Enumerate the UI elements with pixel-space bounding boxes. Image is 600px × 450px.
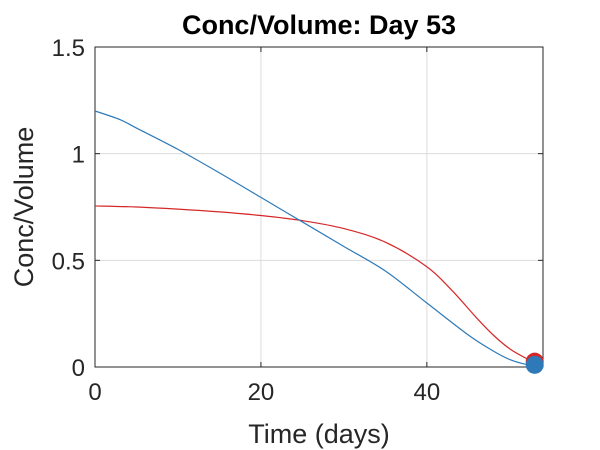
y-tick-label: 0.5 <box>52 248 85 275</box>
plot-area-frame <box>94 46 544 368</box>
x-tick-label: 40 <box>414 379 441 406</box>
x-tick-label: 0 <box>88 379 101 406</box>
tick-label-layer: 0 20 40 0 0.5 1 1.5 <box>52 35 441 406</box>
y-tick-label: 0 <box>72 355 85 382</box>
grid-layer <box>94 46 543 368</box>
series-line-2 <box>94 110 535 366</box>
series-layer <box>94 110 535 366</box>
endpoint-marker-2 <box>525 355 544 374</box>
chart-title: Conc/Volume: Day 53 <box>182 10 456 40</box>
x-axis-label: Time (days) <box>248 419 390 449</box>
y-tick-label: 1 <box>72 142 85 169</box>
y-tick-label: 1.5 <box>52 35 85 62</box>
series-line-1 <box>94 205 535 363</box>
marker-layer <box>525 352 544 374</box>
x-tick-label: 20 <box>248 379 275 406</box>
tick-layer <box>94 46 543 368</box>
y-axis-label: Conc/Volume <box>9 127 39 288</box>
